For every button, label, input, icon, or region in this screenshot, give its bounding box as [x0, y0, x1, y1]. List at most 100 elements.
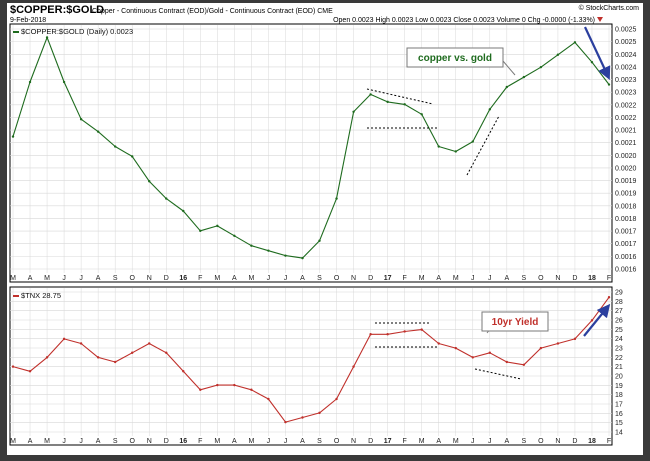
copper-data-point [267, 249, 270, 252]
bottom-x-axis: M A M J J A S O N D 16 F M A M J J A S O N D 17 F M A M J J A S O N D 18 F [10, 438, 611, 445]
copper-y-tick-label: 0.0019 [615, 191, 637, 198]
copper-x-tick-label: 16 [179, 275, 187, 282]
copper-y-tick-label: 0.0023 [615, 77, 637, 84]
tnx-data-point [267, 397, 270, 401]
tnx-data-point [539, 346, 543, 350]
tnx-data-point [28, 370, 32, 373]
tnx-points [11, 296, 611, 424]
tnx-x-tick-label: A [232, 438, 237, 445]
copper-data-point [522, 75, 526, 79]
copper-x-tick-label: M [214, 275, 220, 282]
tnx-data-point [131, 351, 134, 354]
copper-y-tick-label: 0.0025 [615, 27, 637, 34]
copper-data-point [420, 113, 423, 116]
tnx-y-tick-label: 22 [615, 355, 623, 362]
copper-data-point [386, 100, 389, 104]
tnx-x-tick-label: 17 [384, 438, 392, 445]
copper-data-point [318, 239, 321, 242]
chart-svg: $COPPER:$GOLD Copper - Continuous Contra… [9, 4, 640, 446]
tnx-data-point [62, 337, 66, 341]
copper-down-arrow [584, 26, 611, 80]
copper-data-point [216, 224, 219, 228]
copper-y-tick-label: 0.0020 [615, 165, 637, 172]
copper-data-point [607, 83, 611, 86]
tnx-data-point [369, 333, 372, 336]
tnx-x-tick-label: J [79, 438, 83, 445]
copper-x-tick-label: M [10, 275, 16, 282]
copper-data-point [352, 110, 355, 114]
copper-gold-points [11, 36, 611, 260]
tnx-y-tick-label: 23 [615, 346, 623, 353]
tnx-y-tick-label: 21 [615, 364, 623, 371]
copper-y-tick-label: 0.0023 [615, 90, 637, 97]
tnx-x-tick-label: J [488, 438, 492, 445]
tnx-data-point [318, 411, 321, 415]
tnx-x-tick-label: 16 [179, 438, 187, 445]
tnx-data-point [250, 388, 253, 391]
tnx-data-point [590, 319, 594, 322]
top-x-axis: M A M J J A S O N D 16 F M A M J J A S O N D 17 F M A M J J A S O N D 18 F [10, 275, 611, 282]
tnx-x-tick-label: O [538, 438, 544, 445]
copper-data-point [539, 65, 543, 69]
tnx-data-point [335, 397, 338, 401]
copper-x-tick-label: J [62, 275, 65, 282]
tnx-x-tick-label: A [504, 438, 509, 445]
copper-x-tick-label: D [164, 275, 169, 282]
copper-x-tick-label: D [572, 275, 577, 282]
tnx-x-tick-label: A [28, 438, 33, 445]
copper-data-point [233, 234, 236, 237]
bottom-y-axis: 14 15 16 17 18 19 20 21 22 23 24 25 26 27 28 29 [615, 290, 623, 437]
copper-data-point [369, 93, 372, 96]
copper-rising-trendline [466, 115, 500, 176]
copper-x-tick-label: S [113, 275, 118, 282]
copper-data-point [199, 229, 202, 233]
tnx-x-tick-label: M [453, 438, 459, 445]
copper-x-tick-label: 17 [384, 275, 392, 282]
copper-x-tick-label: O [129, 275, 135, 282]
copper-data-point [590, 61, 594, 64]
tnx-data-point [607, 296, 611, 299]
copper-x-tick-label: A [504, 275, 509, 282]
copper-x-tick-label: J [267, 275, 271, 282]
tnx-data-point [573, 337, 577, 341]
copper-x-tick-label: 18 [588, 275, 596, 282]
copper-data-point [28, 80, 32, 84]
watermark: © StockCharts.com [579, 4, 640, 12]
tnx-data-point [165, 351, 168, 354]
copper-x-tick-label: J [488, 275, 492, 282]
copper-y-tick-label: 0.0017 [615, 229, 637, 236]
copper-x-tick-label: F [607, 275, 611, 282]
top-y-axis: 0.0016 0.0016 0.0017 0.0017 0.0018 0.0018 0.00… [615, 27, 637, 274]
tnx-x-tick-label: 18 [588, 438, 596, 445]
tnx-x-tick-label: F [403, 438, 407, 445]
copper-data-point [131, 155, 134, 158]
tnx-data-point [471, 356, 474, 359]
copper-data-point [488, 108, 491, 111]
tnx-data-point [488, 351, 491, 354]
tnx-x-tick-label: M [10, 438, 16, 445]
copper-y-tick-label: 0.0024 [615, 64, 637, 71]
copper-y-tick-label: 0.0018 [615, 216, 637, 223]
chart-title: $COPPER:$GOLD [10, 4, 104, 16]
bottom-grid [10, 288, 612, 436]
tnx-y-tick-label: 20 [615, 374, 623, 381]
copper-x-tick-label: M [248, 275, 254, 282]
tnx-data-point [45, 356, 49, 359]
tnx-x-tick-label: M [248, 438, 254, 445]
copper-data-point [437, 145, 440, 148]
tnx-y-tick-label: 26 [615, 318, 623, 325]
copper-x-tick-label: J [284, 275, 288, 282]
tnx-x-tick-label: D [368, 438, 373, 445]
tnx-y-tick-label: 19 [615, 383, 623, 390]
tnx-data-point [96, 356, 100, 359]
tnx-data-point [284, 420, 287, 424]
copper-x-tick-label: M [44, 275, 50, 282]
copper-y-tick-label: 0.0025 [615, 39, 637, 46]
copper-callout-pointer [502, 60, 516, 76]
tnx-y-tick-label: 28 [615, 299, 623, 306]
copper-data-point [62, 80, 66, 84]
tnx-x-tick-label: M [214, 438, 220, 445]
tnx-y-tick-label: 17 [615, 402, 623, 409]
tnx-data-point [437, 342, 440, 345]
copper-y-tick-label: 0.0021 [615, 128, 637, 135]
